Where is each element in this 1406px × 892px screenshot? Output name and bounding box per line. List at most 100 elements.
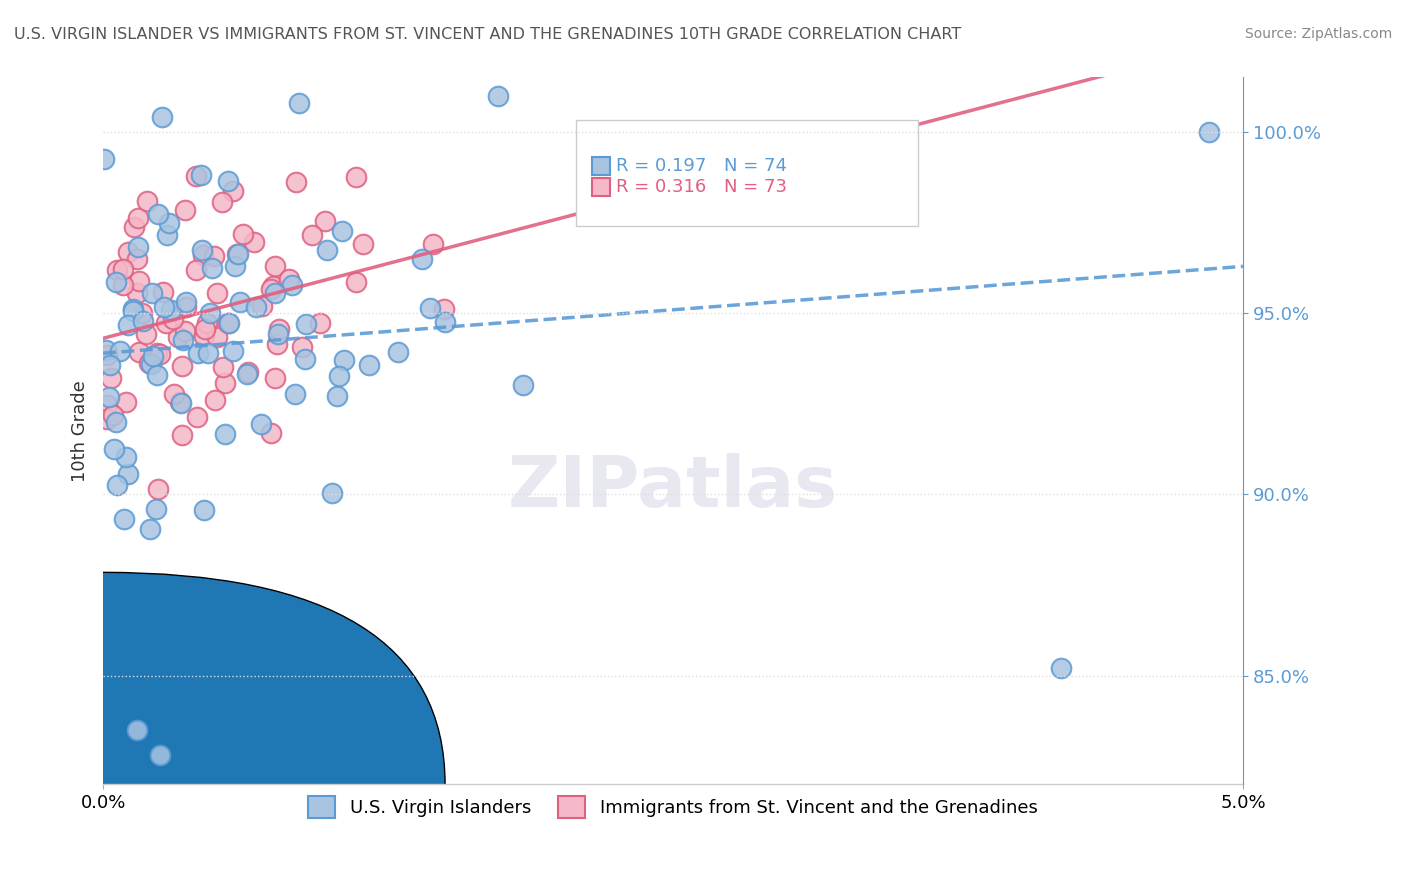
Y-axis label: 10th Grade: 10th Grade [72, 380, 89, 482]
Point [105, 262, 128, 277]
Point [152, 285, 174, 299]
Point [321, 486, 343, 500]
Point [352, 236, 374, 251]
Point [174, 203, 197, 218]
Point [260, 283, 283, 297]
Point [263, 285, 285, 300]
Point [162, 311, 184, 326]
Point [294, 352, 316, 367]
Point [226, 247, 249, 261]
Point [128, 344, 150, 359]
Point [101, 408, 124, 422]
Point [195, 316, 218, 330]
Point [222, 184, 245, 198]
Point [127, 252, 149, 267]
Point [108, 344, 131, 359]
Point [433, 315, 456, 329]
Point [218, 316, 240, 330]
Point [155, 316, 177, 330]
Point [214, 426, 236, 441]
Point [232, 227, 254, 241]
Point [117, 318, 139, 332]
Point [357, 358, 380, 372]
Point [169, 395, 191, 409]
Point [285, 175, 308, 189]
Point [693, 169, 716, 183]
Point [114, 395, 136, 409]
Point [291, 340, 314, 354]
Point [112, 278, 135, 293]
Text: R = 0.197: R = 0.197 [616, 157, 706, 175]
Point [243, 235, 266, 250]
Point [217, 316, 239, 330]
Point [170, 395, 193, 409]
Point [194, 322, 217, 336]
Point [281, 278, 304, 293]
Point [217, 174, 239, 188]
Point [326, 389, 349, 403]
Point [332, 224, 354, 238]
Point [295, 317, 318, 331]
Point [184, 263, 207, 277]
Point [205, 285, 228, 300]
Point [96, 411, 118, 425]
Point [214, 376, 236, 390]
Point [152, 111, 174, 125]
Point [1198, 125, 1220, 139]
Point [127, 211, 149, 226]
Point [308, 316, 330, 330]
Point [190, 243, 212, 257]
Point [131, 306, 153, 320]
Point [97, 390, 120, 404]
Point [205, 330, 228, 344]
Point [222, 344, 245, 359]
FancyBboxPatch shape [0, 573, 446, 892]
Point [267, 327, 290, 342]
Point [1049, 661, 1071, 675]
Point [105, 415, 128, 429]
Point [176, 295, 198, 310]
Point [149, 347, 172, 361]
Point [267, 322, 290, 336]
Point [284, 387, 307, 401]
Point [139, 358, 162, 372]
Point [224, 260, 246, 274]
Point [149, 748, 172, 763]
Text: N = 73: N = 73 [724, 178, 787, 196]
Point [117, 245, 139, 260]
Point [100, 371, 122, 385]
Point [250, 417, 273, 431]
Point [212, 360, 235, 375]
Point [125, 285, 148, 300]
Point [146, 207, 169, 221]
Point [264, 259, 287, 273]
Point [105, 478, 128, 492]
Point [127, 723, 149, 737]
Point [170, 427, 193, 442]
Point [104, 275, 127, 289]
Point [419, 301, 441, 315]
Point [122, 303, 145, 318]
Point [512, 378, 534, 392]
Text: R = 0.316: R = 0.316 [616, 178, 706, 196]
Point [172, 333, 194, 347]
Point [315, 243, 337, 257]
Point [236, 365, 259, 379]
Point [139, 522, 162, 536]
Point [333, 353, 356, 368]
Point [117, 467, 139, 482]
Point [287, 96, 309, 111]
Point [96, 348, 118, 362]
Point [260, 425, 283, 440]
Point [142, 349, 165, 363]
Point [141, 286, 163, 301]
Point [229, 294, 252, 309]
Text: Source: ZipAtlas.com: Source: ZipAtlas.com [1244, 27, 1392, 41]
Point [146, 482, 169, 496]
Point [266, 337, 288, 351]
Point [193, 503, 215, 517]
Point [103, 442, 125, 457]
Point [422, 236, 444, 251]
Point [146, 368, 169, 383]
Text: ZIPatlas: ZIPatlas [508, 453, 838, 522]
